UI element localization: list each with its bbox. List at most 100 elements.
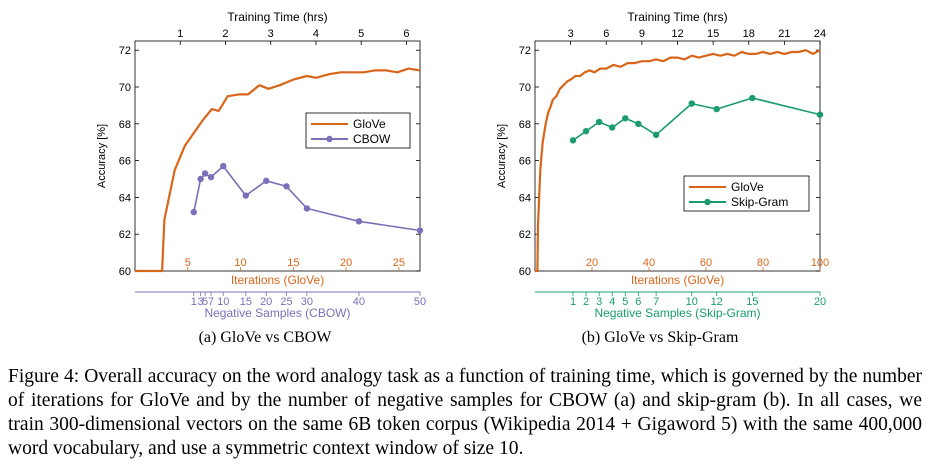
legend-box (305, 112, 411, 149)
top-tick-label: 21 (778, 28, 790, 40)
data-point (582, 127, 590, 135)
neg-tick-label: 20 (260, 296, 272, 308)
neg-tick-label: 40 (353, 296, 365, 308)
top-tick-label: 18 (743, 28, 755, 40)
legend-label: GloVe (353, 117, 386, 131)
data-point (688, 100, 695, 107)
y-tick-label: 64 (119, 192, 131, 204)
y-tick-label: 62 (119, 229, 131, 241)
neg-tick-label: 15 (240, 296, 252, 308)
iter-tick-label: 25 (393, 257, 405, 269)
neg-tick-label: 10 (217, 296, 229, 308)
neg-tick-label: 50 (414, 296, 426, 308)
data-point (262, 177, 270, 185)
y-tick-label: 60 (519, 266, 531, 278)
plot-area-frame (134, 40, 421, 272)
data-point (749, 94, 756, 102)
top-tick-label: 15 (707, 28, 719, 40)
neg-tick-label: 1 (191, 296, 197, 308)
y-tick-label: 68 (519, 119, 531, 131)
iter-tick-label: 60 (700, 257, 712, 269)
legend-label: Skip-Gram (731, 195, 788, 209)
top-axis-label: Training Time (hrs) (227, 10, 327, 24)
legend-marker (326, 135, 333, 143)
data-point (713, 105, 720, 113)
y-tick-label: 70 (119, 82, 131, 94)
legend-marker (704, 198, 711, 206)
neg-tick-label: 6 (635, 296, 641, 308)
data-point (355, 218, 363, 225)
y-tick-label: 72 (519, 45, 531, 57)
iter-tick-label: 5 (185, 257, 191, 269)
iter-tick-label: 20 (586, 257, 598, 269)
y-tick-label: 72 (119, 45, 131, 57)
series-line-skip-gram (572, 97, 821, 142)
series-line-cbow (193, 165, 421, 232)
subcaption-a: (a) GloVe vs CBOW (198, 329, 332, 346)
iter-tick-label: 40 (643, 257, 655, 269)
iter-axis-label: Iterations (GloVe) (231, 273, 324, 287)
y-tick-label: 60 (119, 266, 131, 278)
y-tick-label: 70 (519, 82, 531, 94)
iter-tick-label: 15 (287, 257, 299, 269)
top-tick-label: 5 (358, 28, 364, 40)
neg-tick-label: 20 (814, 296, 826, 308)
data-point (622, 115, 629, 122)
top-axis-label: Training Time (hrs) (627, 10, 727, 24)
data-point (242, 192, 250, 199)
neg-tick-label: 5 (202, 296, 208, 308)
top-tick-label: 2 (222, 28, 228, 40)
iter-tick-label: 80 (757, 257, 769, 269)
data-point (197, 175, 204, 183)
data-point (569, 137, 577, 144)
top-tick-label: 6 (403, 28, 409, 40)
top-tick-label: 3 (568, 28, 574, 40)
series-line-glove (535, 49, 821, 273)
neg-tick-label: 1 (570, 296, 576, 308)
data-point (283, 183, 290, 190)
data-point (608, 124, 616, 131)
neg-tick-label: 4 (609, 296, 615, 308)
neg-tick-label: 12 (711, 296, 723, 308)
iter-tick-label: 100 (811, 257, 829, 269)
neg-tick-label: 30 (301, 296, 313, 308)
neg-tick-label: 10 (686, 296, 698, 308)
data-point (201, 170, 209, 177)
subcaption-b: (b) GloVe vs Skip-Gram (581, 329, 739, 346)
data-point (652, 131, 660, 139)
neg-axis-label: Negative Samples (CBOW) (204, 306, 350, 320)
data-point (220, 162, 227, 170)
neg-tick-label: 15 (746, 296, 758, 308)
neg-tick-label: 3 (198, 296, 204, 308)
y-axis-label: Accuracy [%] (96, 124, 108, 188)
neg-tick-label: 5 (622, 296, 628, 308)
y-tick-label: 66 (519, 156, 531, 168)
top-tick-label: 4 (313, 28, 319, 40)
y-tick-label: 64 (519, 192, 531, 204)
neg-axis-label: Negative Samples (Skip-Gram) (594, 306, 760, 320)
legend-label: CBOW (353, 132, 391, 146)
iter-tick-label: 20 (340, 257, 352, 269)
top-tick-label: 6 (603, 28, 609, 40)
legend-box (683, 175, 810, 212)
series-line-glove (135, 67, 421, 273)
y-tick-label: 68 (119, 119, 131, 131)
iter-axis-label: Iterations (GloVe) (631, 273, 724, 287)
top-tick-label: 24 (814, 28, 826, 40)
top-tick-label: 9 (639, 28, 645, 40)
data-point (190, 208, 198, 216)
data-point (816, 111, 824, 118)
iter-tick-label: 10 (234, 257, 246, 269)
data-point (595, 118, 603, 126)
y-tick-label: 62 (519, 229, 531, 241)
y-tick-label: 66 (119, 156, 131, 168)
neg-tick-label: 3 (596, 296, 602, 308)
data-point (635, 120, 642, 128)
data-point (207, 173, 215, 181)
top-tick-label: 12 (671, 28, 683, 40)
neg-tick-label: 7 (208, 296, 214, 308)
data-point (416, 227, 424, 234)
top-tick-label: 3 (268, 28, 274, 40)
